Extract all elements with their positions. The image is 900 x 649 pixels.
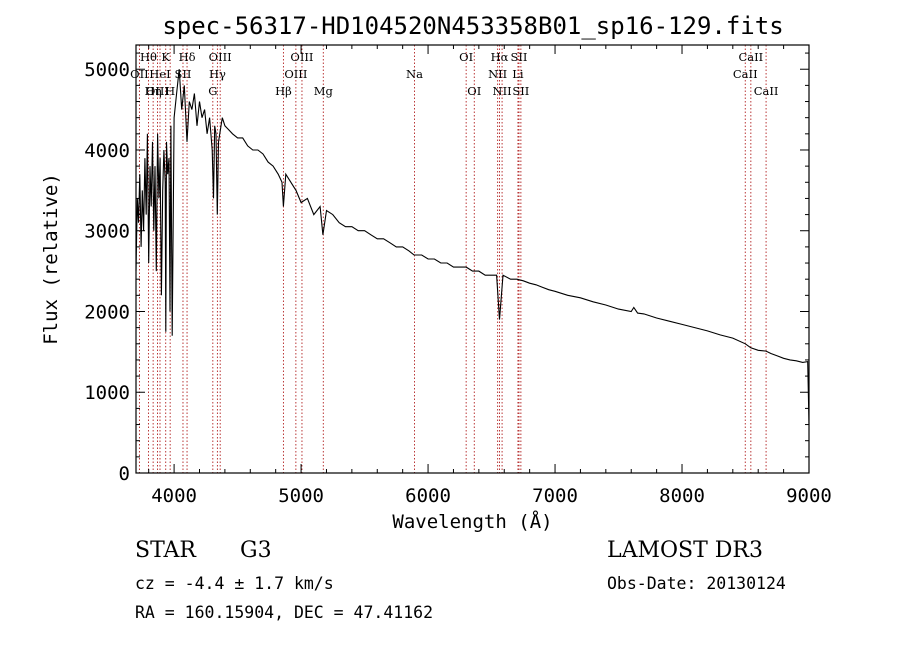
- plot-frame: [135, 44, 810, 474]
- ra-dec-coordinates: RA = 160.15904, DEC = 47.41162: [135, 603, 434, 622]
- y-tick-label: 5000: [84, 59, 130, 81]
- spectral-line-label: Hδ: [179, 50, 196, 64]
- spectral-line-label: OII: [130, 67, 149, 81]
- spectral-line-label: Hγ: [209, 67, 226, 81]
- observation-date: Obs-Date: 20130124: [607, 574, 786, 593]
- y-tick-label: 4000: [84, 140, 130, 162]
- spectral-line-label: OIII: [290, 50, 313, 64]
- y-tick-label: 1000: [84, 382, 130, 404]
- spectral-line-label: HeI: [149, 67, 170, 81]
- x-tick-label: 8000: [659, 485, 705, 507]
- x-tick-label: 6000: [405, 485, 451, 507]
- spectral-line-markers: [138, 45, 767, 473]
- spectral-line-label: Na: [406, 67, 423, 81]
- redshift-cz: cz = -4.4 ± 1.7 km/s: [135, 574, 334, 593]
- spectral-line-label: H: [165, 84, 175, 98]
- spectral-line-label: Li: [512, 67, 524, 81]
- spectral-line-label: CaII: [738, 50, 763, 64]
- spectral-line-label: SII: [512, 84, 529, 98]
- y-tick-label: 3000: [84, 221, 130, 243]
- spectral-line-label: OI: [459, 50, 473, 64]
- spectral-line-label: SII: [174, 67, 191, 81]
- spectrum-series-line: [135, 69, 810, 425]
- spectral-line-label: G: [208, 84, 217, 98]
- object-subclass: G3: [240, 538, 272, 563]
- spectral-line-label: Mg: [314, 84, 334, 98]
- x-tick-label: 5000: [278, 485, 324, 507]
- x-axis-label: Wavelength (Å): [392, 510, 552, 533]
- spectral-line-label: SII: [510, 50, 527, 64]
- spectral-line-label: Hβ: [275, 84, 292, 98]
- x-tick-label: 7000: [532, 485, 578, 507]
- spectral-line-label: Hη: [145, 84, 162, 98]
- spectral-line-label: CaII: [754, 84, 779, 98]
- spectral-line-label: Hθ: [140, 50, 157, 64]
- y-tick-label: 2000: [84, 301, 130, 323]
- survey-name: LAMOST DR3: [607, 538, 763, 563]
- spectral-line-label: OIII: [209, 50, 232, 64]
- spectral-line-label: NII: [488, 67, 507, 81]
- y-axis-label: Flux (relative): [40, 173, 62, 345]
- spectral-line-label: CaII: [733, 67, 758, 81]
- object-class: STAR: [135, 538, 196, 563]
- y-tick-label: 0: [119, 463, 130, 485]
- spectral-line-label: OIII: [146, 84, 169, 98]
- spectral-line-label: OI: [467, 84, 481, 98]
- axis-ticks: 4000 5000 6000 7000 8000 9000 0 1000 2000 3000 400…: [84, 45, 832, 507]
- spectral-line-label: NII: [493, 84, 512, 98]
- x-tick-label: 9000: [786, 485, 832, 507]
- spectral-line-label: K: [161, 50, 170, 64]
- chart-title: spec-56317-HD104520N453358B01_sp16-129.f…: [162, 12, 783, 40]
- x-tick-label: 4000: [151, 485, 197, 507]
- spectral-line-label: Hα: [491, 50, 509, 64]
- spectral-line-label: OIII: [284, 67, 307, 81]
